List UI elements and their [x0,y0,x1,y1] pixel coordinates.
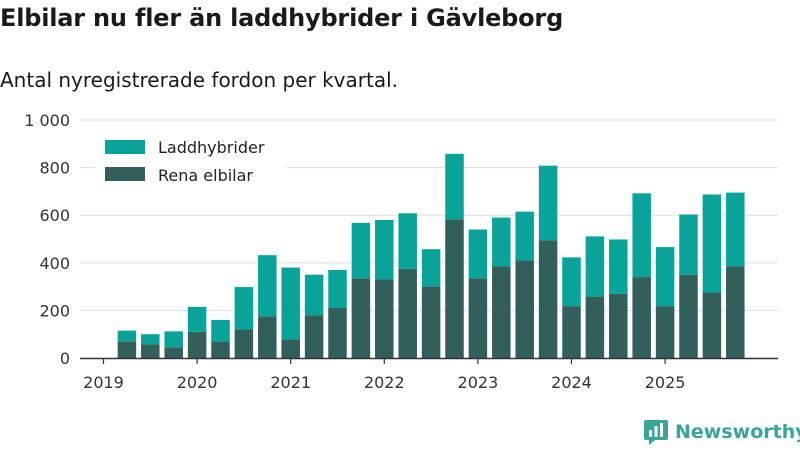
x-tick-label: 2023 [458,373,499,392]
bar-laddhybrider [632,193,651,278]
legend-swatch-rena-elbilar [105,167,145,181]
brand-logo: Newsworthy [643,418,800,446]
bar-laddhybrider [211,319,230,342]
bar-laddhybrider [304,274,324,316]
y-tick-label: 1 000 [24,111,70,130]
bar-rena-elbilar [609,293,628,358]
bar-laddhybrider [538,165,558,241]
bar-rena-elbilar [211,341,230,358]
bar-laddhybrider [492,217,511,267]
bar-laddhybrider [351,222,371,279]
legend-label-laddhybrider: Laddhybrider [158,138,265,157]
bar-laddhybrider [234,287,254,330]
bar-laddhybrider [421,249,441,287]
bar-rena-elbilar [164,347,183,358]
bar-laddhybrider [702,194,722,293]
y-tick-label: 0 [60,349,70,368]
brand-name: Newsworthy [675,421,800,443]
bar-laddhybrider [258,255,277,317]
bar-rena-elbilar [445,219,464,358]
bar-rena-elbilar [304,315,324,358]
legend-swatch-laddhybrider [105,140,145,154]
bar-rena-elbilar [281,339,300,358]
bar-rena-elbilar [655,306,675,358]
y-tick-label: 600 [39,206,70,225]
bar-rena-elbilar [258,316,277,358]
bar-laddhybrider [679,214,698,275]
x-tick-label: 2022 [364,373,405,392]
bar-rena-elbilar [398,268,417,358]
bar-laddhybrider [609,239,628,294]
bar-rena-elbilar [726,266,745,358]
bar-rena-elbilar [421,286,441,358]
bar-laddhybrider [562,257,581,307]
bar-rena-elbilar [141,344,160,358]
bar-rena-elbilar [515,260,534,358]
newsworthy-icon [644,420,668,445]
bar-rena-elbilar [702,292,722,358]
bar-rena-elbilar [585,296,605,358]
bar-laddhybrider [328,269,347,309]
bar-laddhybrider [445,153,464,220]
legend-label-rena-elbilar: Rena elbilar [158,166,253,185]
bar-rena-elbilar [187,331,207,358]
x-tick-label: 2024 [551,373,592,392]
bar-laddhybrider [187,306,207,332]
bar-rena-elbilar [468,278,488,358]
x-tick-label: 2025 [645,373,686,392]
bar-laddhybrider [117,330,137,342]
bar-rena-elbilar [117,341,137,358]
bar-rena-elbilar [328,308,347,358]
bar-laddhybrider [398,213,417,269]
x-tick-label: 2020 [177,373,218,392]
bar-laddhybrider [515,211,534,261]
bar-rena-elbilar [562,306,581,358]
bar-laddhybrider [726,192,745,267]
bar-laddhybrider [164,331,183,348]
y-tick-label: 800 [39,159,70,178]
x-tick-label: 2019 [83,373,124,392]
bar-laddhybrider [141,334,160,345]
bar-rena-elbilar [679,274,698,358]
bar-laddhybrider [585,236,605,297]
bar-laddhybrider [281,267,300,340]
bar-rena-elbilar [375,279,394,358]
bar-rena-elbilar [632,277,651,358]
y-tick-label: 200 [39,301,70,320]
bar-laddhybrider [655,247,675,307]
bar-laddhybrider [375,219,394,280]
bar-rena-elbilar [538,240,558,358]
bar-rena-elbilar [351,278,371,358]
x-tick-label: 2021 [270,373,311,392]
bar-laddhybrider [468,229,488,279]
bar-rena-elbilar [492,266,511,358]
chart-title: Elbilar nu fler än laddhybrider i Gävleb… [0,4,564,32]
bar-rena-elbilar [234,329,254,358]
chart-subtitle: Antal nyregistrerade fordon per kvartal. [0,68,399,92]
y-tick-label: 400 [39,254,70,273]
